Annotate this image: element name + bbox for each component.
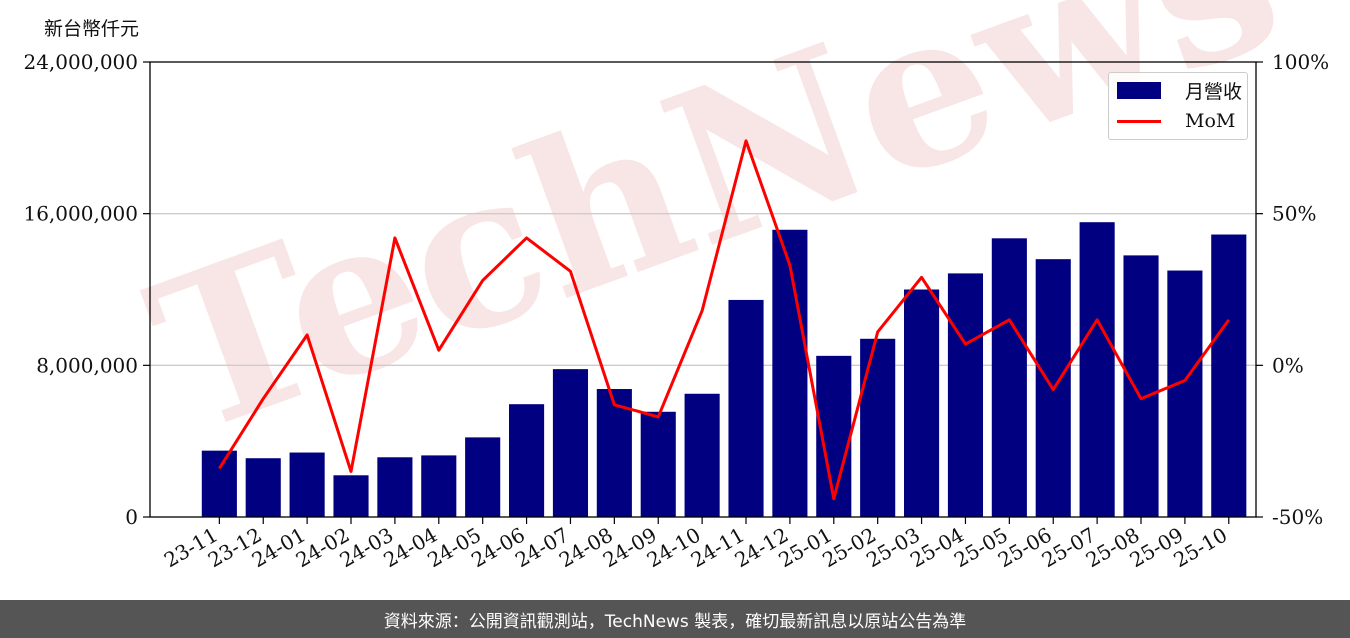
plot-frame xyxy=(149,61,1257,518)
right-tick-label: 0% xyxy=(1272,353,1304,377)
revenue-bar xyxy=(421,455,457,517)
legend-item-revenue: 月營收 xyxy=(1117,77,1242,103)
revenue-bar xyxy=(728,299,764,517)
footer-source-note: 資料來源：公開資訊觀測站，TechNews 製表，確切最新訊息以原站公告為準 xyxy=(0,600,1350,638)
left-tick-label: 16,000,000 xyxy=(23,202,138,226)
revenue-bar xyxy=(991,238,1027,517)
revenue-bar xyxy=(860,338,896,517)
revenue-bar xyxy=(1167,270,1203,517)
right-tick-label: 100% xyxy=(1272,50,1329,74)
revenue-bar xyxy=(552,369,589,518)
revenue-bar xyxy=(377,457,413,517)
chart-area: TechNews 0 8,000,000 16,000,000 24,000,000-… xyxy=(23,0,1329,572)
revenue-bar xyxy=(201,450,237,517)
revenue-bar xyxy=(772,229,808,517)
revenue-bar xyxy=(289,452,325,517)
legend: 月營收 MoM xyxy=(1108,72,1248,140)
gridlines xyxy=(150,212,1256,367)
bar-series xyxy=(201,222,1247,518)
revenue-bar xyxy=(1211,234,1247,517)
revenue-bar xyxy=(245,458,281,517)
legend-bar-swatch xyxy=(1117,81,1161,99)
right-tick-label: -50% xyxy=(1272,505,1323,529)
line-series xyxy=(218,139,1231,501)
revenue-bar xyxy=(947,273,984,517)
legend-label-mom: MoM xyxy=(1185,110,1236,132)
right-tick-label: 50% xyxy=(1272,202,1316,226)
revenue-bar xyxy=(1123,255,1159,518)
revenue-bar xyxy=(640,411,676,517)
revenue-bar xyxy=(1079,222,1115,517)
left-tick-label: 24,000,000 xyxy=(23,50,138,74)
revenue-bar xyxy=(596,389,632,517)
mom-line xyxy=(218,139,1231,501)
revenue-bar xyxy=(684,393,720,517)
revenue-bar xyxy=(509,404,545,517)
revenue-bar xyxy=(465,437,501,518)
legend-line-swatch xyxy=(1117,119,1161,123)
revenue-bar xyxy=(333,475,369,517)
legend-label-revenue: 月營收 xyxy=(1185,80,1243,103)
left-tick-label: 8,000,000 xyxy=(36,353,138,377)
legend-item-mom: MoM xyxy=(1117,108,1235,134)
left-tick-label: 0 xyxy=(125,505,138,529)
y-axis-unit-label: 新台幣仟元 xyxy=(44,18,140,40)
revenue-bar xyxy=(904,289,940,517)
